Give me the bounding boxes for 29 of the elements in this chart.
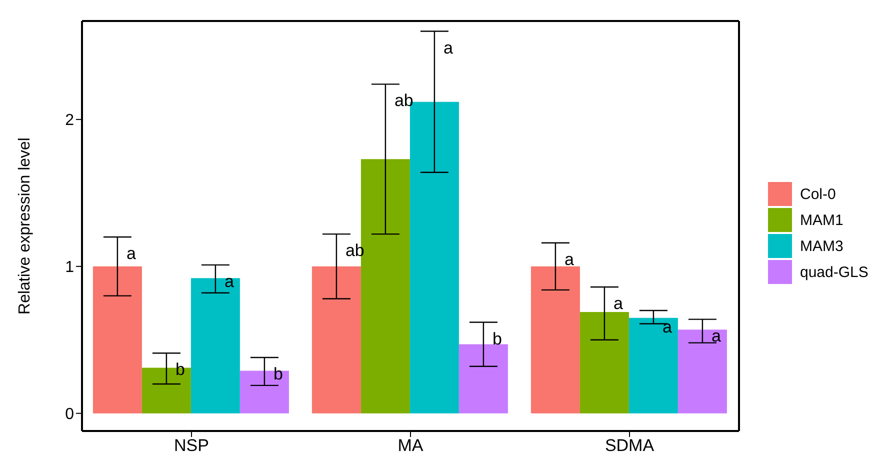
data-label: a bbox=[443, 38, 454, 58]
legend-label: MAM3 bbox=[800, 238, 844, 254]
data-label: a bbox=[126, 244, 136, 264]
bar bbox=[312, 266, 361, 414]
data-label: ab bbox=[394, 91, 414, 110]
y-tick-label: 1 bbox=[65, 259, 74, 276]
legend-label: quad-GLS bbox=[800, 264, 868, 280]
y-axis-title: Relative expression level bbox=[16, 138, 34, 314]
data-label: b bbox=[492, 329, 502, 348]
x-tick-label: MA bbox=[398, 436, 424, 456]
data-label: a bbox=[711, 326, 722, 346]
data-label: b bbox=[273, 364, 283, 384]
bar bbox=[628, 318, 678, 414]
data-label: a bbox=[613, 294, 624, 313]
data-label: a bbox=[662, 318, 672, 336]
y-tick-label: 0 bbox=[65, 406, 74, 424]
bar bbox=[580, 312, 629, 414]
x-tick-label: SDMA bbox=[604, 436, 655, 456]
data-label: a bbox=[564, 250, 574, 269]
y-tick-label: 2 bbox=[65, 112, 74, 130]
bar bbox=[190, 278, 240, 414]
legend-label: MAM1 bbox=[800, 212, 844, 228]
bar bbox=[458, 344, 508, 414]
bar bbox=[530, 266, 580, 414]
bar bbox=[92, 266, 142, 414]
legend-label: Col-0 bbox=[800, 186, 836, 202]
x-tick-label: NSP bbox=[174, 436, 209, 456]
bar bbox=[678, 330, 727, 414]
data-label: a bbox=[224, 272, 234, 291]
